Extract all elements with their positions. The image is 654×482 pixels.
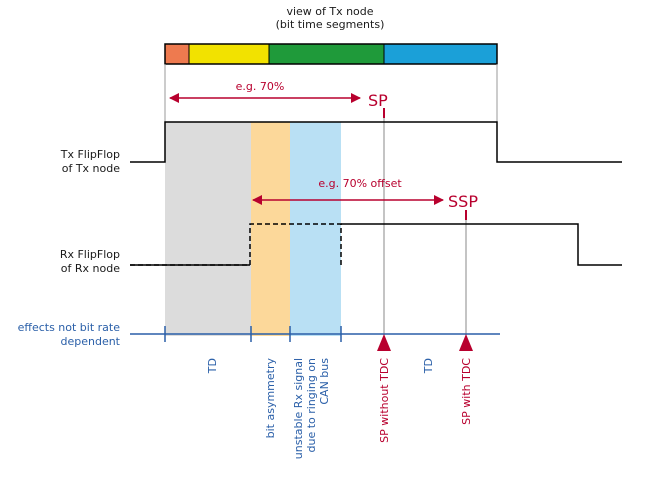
tx-signal-waveform bbox=[130, 121, 622, 163]
sp-without-tdc-marker bbox=[377, 334, 391, 351]
sp-with-tdc-marker bbox=[459, 334, 473, 351]
rx-signal-label-2: of Rx node bbox=[61, 262, 120, 275]
ssp-marker-label: SSP bbox=[448, 192, 478, 211]
tx-signal-label-2: of Tx node bbox=[62, 162, 121, 175]
bit-time-segment-bar bbox=[164, 43, 498, 65]
td-label-1: TD bbox=[206, 358, 219, 374]
segment-prop bbox=[189, 44, 269, 64]
unstable-rx-label-3: CAN bus bbox=[318, 358, 331, 405]
bit-asymmetry-region bbox=[251, 122, 290, 336]
segment-phase2 bbox=[384, 44, 497, 64]
effects-label-2: dependent bbox=[60, 335, 120, 348]
header-subtitle: (bit time segments) bbox=[276, 18, 385, 31]
ringing-region bbox=[290, 122, 341, 336]
rx-signal-label: Rx FlipFlop bbox=[60, 248, 120, 261]
header-title: view of Tx node bbox=[286, 5, 373, 18]
unstable-rx-label-2: due to ringing on bbox=[305, 358, 318, 453]
tx-signal-label: Tx FlipFlop bbox=[60, 148, 120, 161]
effects-label: effects not bit rate bbox=[18, 321, 121, 334]
sp-without-tdc-label: SP without TDC bbox=[378, 358, 391, 443]
ssp-arrow-label: e.g. 70% offset bbox=[318, 177, 402, 190]
segment-sync bbox=[165, 44, 189, 64]
segment-bar-outline bbox=[164, 43, 498, 65]
td-region bbox=[165, 122, 251, 336]
bit-asymmetry-label: bit asymmetry bbox=[264, 358, 277, 439]
td-label-2: TD bbox=[422, 358, 435, 374]
sp-marker-label: SP bbox=[368, 91, 388, 110]
sp-arrow-label: e.g. 70% bbox=[236, 80, 285, 93]
rx-signal-high bbox=[341, 223, 622, 266]
segment-phase1 bbox=[269, 44, 384, 64]
sp-with-tdc-label: SP with TDC bbox=[460, 358, 473, 425]
unstable-rx-label-1: unstable Rx signal bbox=[292, 358, 305, 459]
